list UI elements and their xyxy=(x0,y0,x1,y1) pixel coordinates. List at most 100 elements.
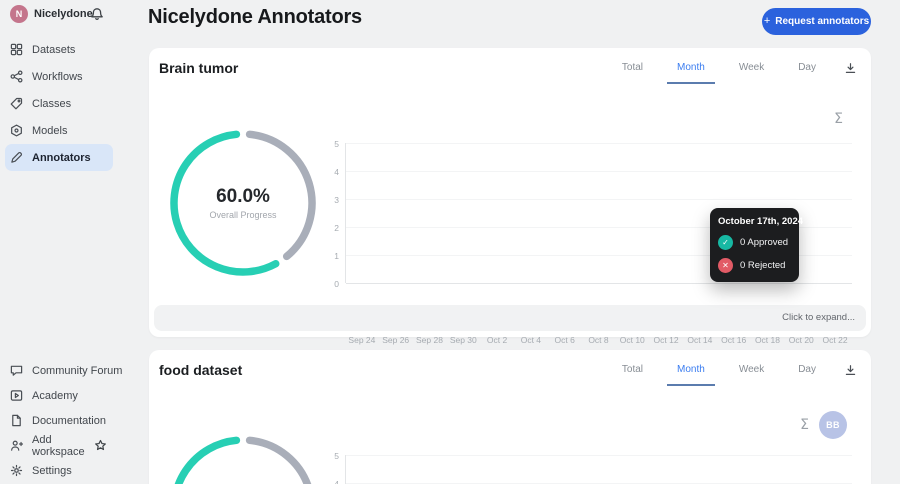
card-title: food dataset xyxy=(159,362,243,378)
line-chart-plot: 5 4 3 2 1 0 xyxy=(334,139,852,289)
progress-donut: 60.0% Overall Progress xyxy=(166,126,320,280)
tooltip-rejected-row: ✕ 0 Rejected xyxy=(718,258,791,273)
y-axis-tick: 3 xyxy=(334,195,339,205)
sidebar-item-label: Settings xyxy=(32,464,72,477)
dataset-card-brain-tumor: Brain tumor Total Month Week Day Σ 60.0% Ov… xyxy=(149,48,871,345)
x-axis-tick: Oct 6 xyxy=(554,335,575,345)
sidebar-item-label: Workflows xyxy=(32,70,83,83)
workspace-avatar: N xyxy=(10,5,28,23)
workspace-name: Nicelydone xyxy=(34,8,93,20)
x-axis-tick: Sep 24 xyxy=(348,335,376,345)
workflow-icon xyxy=(10,70,23,83)
x-axis-tick: Oct 4 xyxy=(520,335,542,345)
sidebar-item-label: Add workspace xyxy=(32,433,85,458)
tab-day[interactable]: Day xyxy=(788,360,826,386)
range-tabs: Total Month Week Day xyxy=(598,58,859,84)
x-axis-tick: Oct 22 xyxy=(822,335,848,345)
pen-icon xyxy=(10,151,23,164)
x-axis-tick: Oct 18 xyxy=(754,335,780,345)
workspace-switcher[interactable]: N Nicelydone xyxy=(10,5,93,23)
y-axis-tick: 5 xyxy=(334,451,339,461)
gridline xyxy=(346,227,852,228)
tab-total[interactable]: Total xyxy=(612,58,653,84)
donut-chart xyxy=(174,436,312,484)
download-icon[interactable] xyxy=(842,58,859,82)
chart-actions: Σ xyxy=(834,111,843,127)
play-square-icon xyxy=(10,389,23,402)
plus-icon: + xyxy=(763,15,771,27)
tooltip-approved-row: ✓ 0 Approved xyxy=(718,235,791,250)
approved-count: 0 Approved xyxy=(740,237,789,248)
x-axis-tick: Oct 2 xyxy=(486,335,508,345)
sidebar-item-academy[interactable]: Academy xyxy=(0,383,140,408)
sidebar-item-classes[interactable]: Classes xyxy=(0,90,140,117)
sigma-icon[interactable]: Σ xyxy=(834,111,843,127)
request-annotators-label: Request annotators xyxy=(775,16,870,27)
star-icon xyxy=(94,439,107,452)
sidebar-item-community-forum[interactable]: Community Forum xyxy=(0,358,140,383)
x-icon: ✕ xyxy=(718,258,733,273)
tab-week[interactable]: Week xyxy=(729,58,774,84)
progress-percent: 60.0% xyxy=(216,186,270,207)
chart-actions: Σ BB xyxy=(800,411,847,439)
y-axis-tick: 1 xyxy=(334,251,339,261)
gridline xyxy=(346,199,852,200)
y-axis-tick: 2 xyxy=(334,223,339,233)
annotator-avatar[interactable]: BB xyxy=(819,411,847,439)
y-axis-tick: 5 xyxy=(334,139,339,149)
sidebar-main-nav: Datasets Workflows Classes Models Annotators xyxy=(0,36,140,171)
sidebar-item-settings[interactable]: Settings xyxy=(0,458,140,483)
sidebar-item-datasets[interactable]: Datasets xyxy=(0,36,140,63)
tooltip-date: October 17th, 2024 xyxy=(718,216,804,227)
tab-month[interactable]: Month xyxy=(667,360,715,386)
sidebar-item-workflows[interactable]: Workflows xyxy=(0,63,140,90)
document-icon xyxy=(10,414,23,427)
x-axis-tick: Sep 26 xyxy=(382,335,410,345)
expand-bar[interactable]: Click to expand... xyxy=(154,305,866,331)
tab-week[interactable]: Week xyxy=(729,360,774,386)
sigma-icon[interactable]: Σ xyxy=(800,417,809,433)
tab-day[interactable]: Day xyxy=(788,58,826,84)
download-icon[interactable] xyxy=(842,360,859,384)
progress-donut xyxy=(166,432,320,484)
gridline xyxy=(346,283,852,284)
sidebar-item-label: Datasets xyxy=(32,43,76,56)
y-axis-tick: 0 xyxy=(334,279,339,289)
sidebar-item-documentation[interactable]: Documentation xyxy=(0,408,140,433)
progress-caption: Overall Progress xyxy=(209,210,277,220)
chart-tooltip: October 17th, 2024 ✓ 0 Approved ✕ 0 Reje… xyxy=(710,208,804,282)
x-axis-labels: Sep 24 Sep 26 Sep 28 Sep 30 Oct 2 Oct 4 Oct 6 O… xyxy=(345,335,852,345)
hexagon-icon xyxy=(10,124,23,137)
x-axis-tick: Oct 8 xyxy=(588,335,609,345)
bell-icon[interactable] xyxy=(90,7,104,21)
x-axis-tick: Sep 30 xyxy=(449,335,477,345)
gear-icon xyxy=(10,464,23,477)
chat-icon xyxy=(10,364,23,377)
tab-month[interactable]: Month xyxy=(667,58,715,84)
gridline xyxy=(346,255,852,256)
x-axis-tick: Oct 20 xyxy=(788,335,814,345)
sidebar-item-label: Community Forum xyxy=(32,364,123,377)
donut-center: 60.0% Overall Progress xyxy=(166,126,320,280)
tab-total[interactable]: Total xyxy=(612,360,653,386)
donut-chart xyxy=(170,130,316,276)
sidebar-item-label: Documentation xyxy=(32,414,106,427)
gridline xyxy=(346,171,852,172)
sidebar-footer-nav: Community Forum Academy Documentation Add w… xyxy=(0,358,140,483)
sidebar-item-annotators[interactable]: Annotators xyxy=(5,144,113,171)
page-title: Nicelydone Annotators xyxy=(148,6,362,28)
sidebar-item-label: Annotators xyxy=(32,151,91,164)
request-annotators-button[interactable]: + Request annotators xyxy=(762,8,871,35)
y-axis-tick: 4 xyxy=(334,167,339,177)
gridline xyxy=(346,455,852,456)
sidebar-item-add-workspace[interactable]: Add workspace xyxy=(0,433,140,458)
tag-icon xyxy=(10,97,23,110)
sidebar-item-label: Classes xyxy=(32,97,72,110)
x-axis-tick: Oct 14 xyxy=(687,335,713,345)
x-axis-tick: Oct 12 xyxy=(653,335,679,345)
sidebar-item-models[interactable]: Models xyxy=(0,117,140,144)
sidebar-item-label: Models xyxy=(32,124,68,137)
